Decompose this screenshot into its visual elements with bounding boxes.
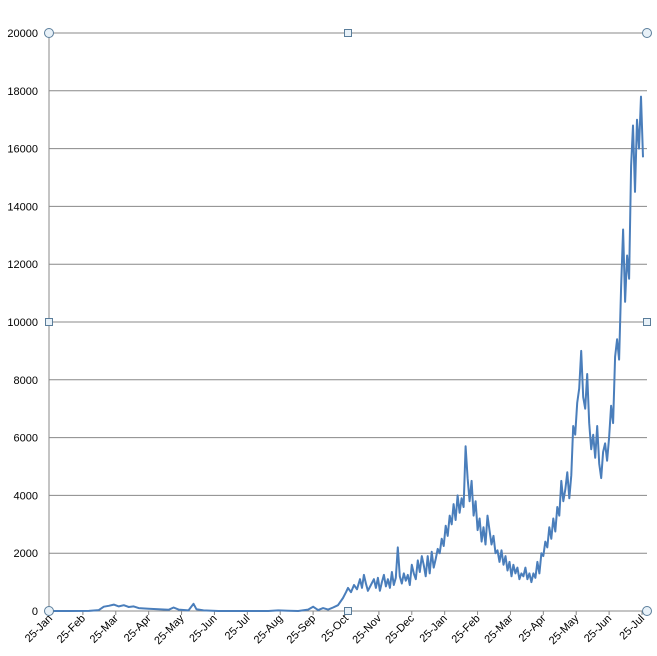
gridlines bbox=[49, 32, 647, 554]
y-tick-label: 8000 bbox=[14, 375, 38, 387]
y-axis-tick-labels: 0 2000 4000 6000 8000 10000 12000 14000 16000 180… bbox=[7, 28, 38, 618]
y-tick-label: 16000 bbox=[7, 144, 38, 156]
y-tick-label: 18000 bbox=[7, 86, 38, 98]
corner-resize-handle[interactable] bbox=[44, 606, 54, 616]
y-tick-label: 4000 bbox=[14, 490, 38, 502]
y-tick-label: 0 bbox=[32, 606, 38, 618]
corner-resize-handle[interactable] bbox=[642, 28, 652, 38]
edge-resize-handle[interactable] bbox=[643, 318, 651, 326]
series-line bbox=[49, 95, 644, 612]
y-tick-label: 20000 bbox=[7, 28, 38, 40]
edge-resize-handle[interactable] bbox=[45, 318, 53, 326]
corner-resize-handle[interactable] bbox=[642, 606, 652, 616]
y-tick-label: 14000 bbox=[7, 201, 38, 213]
y-tick-label: 6000 bbox=[14, 433, 38, 445]
y-tick-label: 2000 bbox=[14, 548, 38, 560]
edge-resize-handle[interactable] bbox=[344, 607, 352, 615]
edge-resize-handle[interactable] bbox=[344, 29, 352, 37]
y-tick-label: 10000 bbox=[7, 317, 38, 329]
corner-resize-handle[interactable] bbox=[44, 28, 54, 38]
y-tick-label: 12000 bbox=[7, 259, 38, 271]
selection-handles[interactable] bbox=[44, 28, 652, 616]
